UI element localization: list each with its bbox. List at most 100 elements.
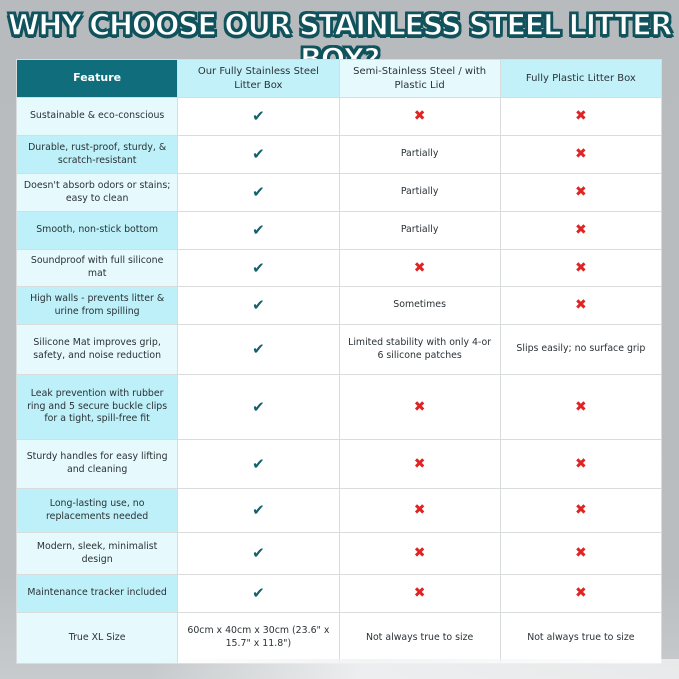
feature-cell: Sturdy handles for easy lifting and clea… <box>15 439 179 489</box>
plastic-cell: ✖ <box>499 488 663 533</box>
plastic-cell: ✖ <box>499 532 663 575</box>
cross-icon: ✖ <box>575 222 587 239</box>
header-ours: Our Fully Stainless Steel Litter Box <box>177 59 340 98</box>
cross-icon: ✖ <box>413 585 426 602</box>
plastic-cell: ✖ <box>499 439 663 489</box>
ours-cell: ✔ <box>177 286 340 325</box>
check-icon: ✔ <box>252 501 265 520</box>
cross-icon: ✖ <box>413 455 426 472</box>
plastic-cell: ✖ <box>499 286 663 325</box>
feature-cell: Modern, sleek, minimalist design <box>15 532 179 575</box>
cross-icon: ✖ <box>413 545 426 562</box>
feature-cell: Maintenance tracker included <box>15 574 179 613</box>
table-row: Doesn't absorb odors or stains; easy to … <box>15 173 663 212</box>
feature-cell: Smooth, non-stick bottom <box>15 211 179 250</box>
semi-stainless-cell: ✖ <box>338 249 501 287</box>
table-row: Durable, rust-proof, sturdy, & scratch-r… <box>15 135 663 174</box>
ours-cell: ✔ <box>177 97 340 136</box>
cross-icon: ✖ <box>413 259 426 276</box>
semi-stainless-cell: ✖ <box>338 532 501 575</box>
cross-icon: ✖ <box>575 502 587 519</box>
cross-icon: ✖ <box>575 259 587 276</box>
check-icon: ✔ <box>252 183 265 202</box>
table-row: True XL Size 60cm x 40cm x 30cm (23.6" x … <box>15 612 663 664</box>
header-plastic: Fully Plastic Litter Box <box>499 59 663 98</box>
feature-cell: Soundproof with full silicone mat <box>15 249 179 287</box>
ours-cell: 60cm x 40cm x 30cm (23.6" x 15.7" x 11.8… <box>177 612 340 664</box>
plastic-cell: ✖ <box>499 173 663 212</box>
ours-cell: ✔ <box>177 211 340 250</box>
feature-cell: Durable, rust-proof, sturdy, & scratch-r… <box>15 135 179 174</box>
feature-cell: True XL Size <box>15 612 179 664</box>
check-icon: ✔ <box>252 296 265 315</box>
semi-stainless-cell: Sometimes <box>338 286 501 325</box>
semi-stainless-cell: Not always true to size <box>338 612 501 664</box>
ours-cell: ✔ <box>177 488 340 533</box>
feature-cell: Doesn't absorb odors or stains; easy to … <box>15 173 179 212</box>
plastic-cell: ✖ <box>499 374 663 440</box>
plastic-cell: Not always true to size <box>499 612 663 664</box>
check-icon: ✔ <box>252 454 265 473</box>
plastic-cell: ✖ <box>499 574 663 613</box>
cross-icon: ✖ <box>575 184 587 201</box>
ours-cell: ✔ <box>177 439 340 489</box>
plastic-cell: ✖ <box>499 211 663 250</box>
feature-cell: Silicone Mat improves grip, safety, and … <box>15 324 179 375</box>
table-row: Soundproof with full silicone mat ✔ ✖ ✖ <box>15 249 663 287</box>
feature-cell: Long-lasting use, no replacements needed <box>15 488 179 533</box>
semi-stainless-cell: ✖ <box>338 439 501 489</box>
cross-icon: ✖ <box>413 502 426 519</box>
semi-stainless-cell: Partially <box>338 135 501 174</box>
ours-cell: ✔ <box>177 574 340 613</box>
semi-stainless-cell: ✖ <box>338 574 501 613</box>
semi-stainless-cell: ✖ <box>338 488 501 533</box>
table-row: High walls - prevents litter & urine fro… <box>15 286 663 325</box>
feature-cell: High walls - prevents litter & urine fro… <box>15 286 179 325</box>
table-row: Smooth, non-stick bottom ✔ Partially ✖ <box>15 211 663 250</box>
check-icon: ✔ <box>252 107 265 126</box>
plastic-cell: ✖ <box>499 135 663 174</box>
cross-icon: ✖ <box>575 146 587 163</box>
cross-icon: ✖ <box>413 108 426 125</box>
header-semi-stainless: Semi-Stainless Steel / with Plastic Lid <box>338 59 501 98</box>
check-icon: ✔ <box>252 145 265 164</box>
cross-icon: ✖ <box>575 585 587 602</box>
check-icon: ✔ <box>252 340 265 359</box>
check-icon: ✔ <box>252 258 265 277</box>
ours-cell: ✔ <box>177 135 340 174</box>
table-row: Maintenance tracker included ✔ ✖ ✖ <box>15 574 663 613</box>
plastic-cell: ✖ <box>499 249 663 287</box>
cross-icon: ✖ <box>575 398 587 415</box>
feature-cell: Leak prevention with rubber ring and 5 s… <box>15 374 179 440</box>
check-icon: ✔ <box>252 544 265 563</box>
header-feature: Feature <box>15 59 179 98</box>
ours-cell: ✔ <box>177 249 340 287</box>
check-icon: ✔ <box>252 584 265 603</box>
table-row: Silicone Mat improves grip, safety, and … <box>15 324 663 375</box>
ours-cell: ✔ <box>177 173 340 212</box>
table-row: Modern, sleek, minimalist design ✔ ✖ ✖ <box>15 532 663 575</box>
comparison-table: Feature Our Fully Stainless Steel Litter… <box>15 59 663 664</box>
semi-stainless-cell: Limited stability with only 4-or 6 silic… <box>338 324 501 375</box>
check-icon: ✔ <box>252 397 265 416</box>
table-row: Sturdy handles for easy lifting and clea… <box>15 439 663 489</box>
cross-icon: ✖ <box>575 297 587 314</box>
plastic-cell: ✖ <box>499 97 663 136</box>
cross-icon: ✖ <box>575 108 587 125</box>
ours-cell: ✔ <box>177 374 340 440</box>
table-row: Leak prevention with rubber ring and 5 s… <box>15 374 663 440</box>
cross-icon: ✖ <box>413 398 426 415</box>
cross-icon: ✖ <box>575 455 587 472</box>
cross-icon: ✖ <box>575 545 587 562</box>
feature-cell: Sustainable & eco-conscious <box>15 97 179 136</box>
plastic-cell: Slips easily; no surface grip <box>499 324 663 375</box>
semi-stainless-cell: ✖ <box>338 374 501 440</box>
check-icon: ✔ <box>252 221 265 240</box>
background-glow <box>150 659 679 679</box>
table-header-row: Feature Our Fully Stainless Steel Litter… <box>15 59 663 98</box>
semi-stainless-cell: Partially <box>338 173 501 212</box>
ours-cell: ✔ <box>177 532 340 575</box>
table-row: Sustainable & eco-conscious ✔ ✖ ✖ <box>15 97 663 136</box>
ours-cell: ✔ <box>177 324 340 375</box>
table-row: Long-lasting use, no replacements needed… <box>15 488 663 533</box>
